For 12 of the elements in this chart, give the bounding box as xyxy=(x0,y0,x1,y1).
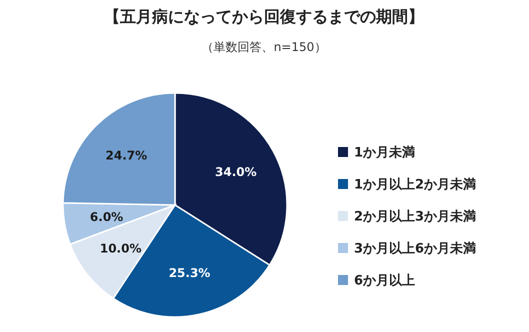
chart-subtitle: （単数回答、n=150） xyxy=(202,40,326,54)
data-label: 10.0% xyxy=(100,241,142,256)
legend-label: 3か月以上6か月未満 xyxy=(354,242,476,257)
data-label: 6.0% xyxy=(90,210,124,224)
data-label: 25.3% xyxy=(168,266,210,280)
legend-label: 1か月未満 xyxy=(354,146,416,161)
legend-label: 1か月以上2か月未満 xyxy=(354,178,476,193)
legend-label: 6か月以上 xyxy=(354,274,416,289)
data-label: 34.0% xyxy=(215,164,257,179)
chart-title: 【五月病になってから回復するまでの期間】 xyxy=(104,7,424,26)
legend-label: 2か月以上3か月未満 xyxy=(354,210,476,225)
data-label: 24.7% xyxy=(106,148,148,163)
